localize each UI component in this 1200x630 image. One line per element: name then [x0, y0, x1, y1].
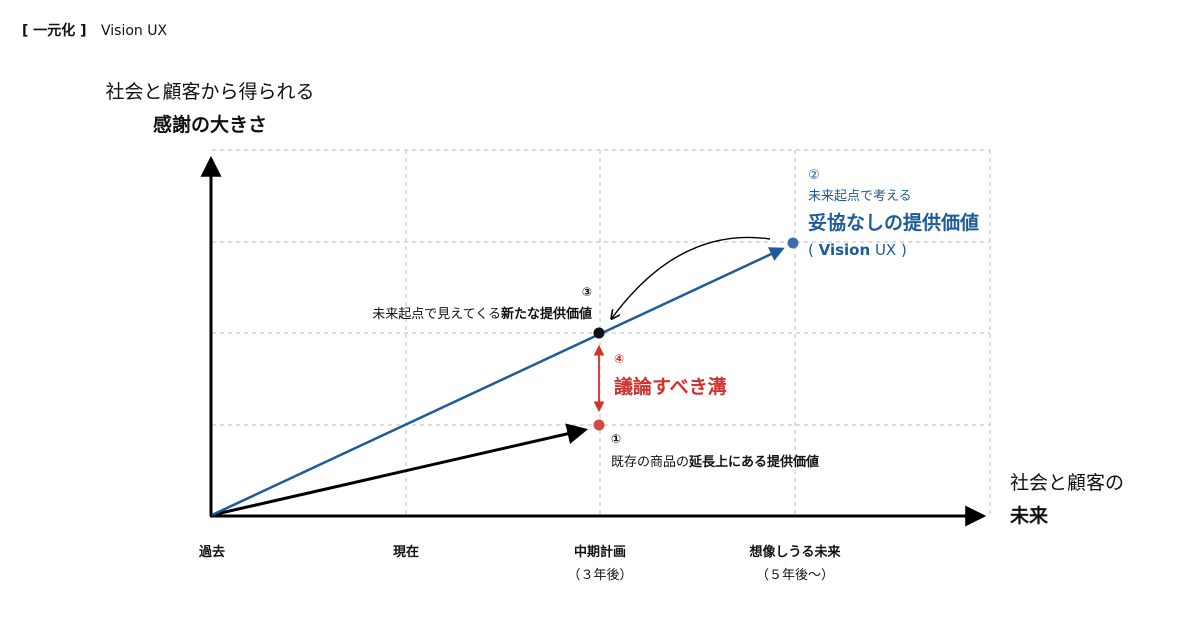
point-new-value [593, 327, 605, 339]
tick-future-label: 想像しうる未来 [749, 545, 841, 560]
tick-future-sub: （５年後〜） [755, 568, 835, 583]
annotation-vision-value: ② 未来起点で考える 妥協なしの提供価値 ( Vision UX ) [808, 168, 979, 259]
annotation-vision-sub: 未来起点で考える [808, 189, 912, 204]
existing-value-arrow [211, 423, 589, 517]
y-axis-title: 社会と顧客から得られる 感謝の大きさ [92, 77, 328, 137]
tick-midterm-label: 中期計画 [573, 545, 627, 560]
grid [212, 149, 991, 515]
annotation-existing-text: 既存の商品の延長上にある提供価値 [611, 451, 819, 470]
header-title: Vision UX [101, 23, 168, 39]
annotation-gap-heading: 議論すべき溝 [614, 376, 727, 398]
annotation-existing-number: ① [611, 432, 622, 446]
tick-present: 現在 [393, 541, 419, 560]
y-axis-title-line1: 社会と顧客から得られる [105, 81, 315, 103]
annotation-new-value-text: 未来起点で見えてくる新たな提供価値 [320, 303, 592, 322]
tick-future: 想像しうる未来 （５年後〜） [749, 541, 840, 583]
annotation-gap: ④ 議論すべき溝 [614, 352, 727, 399]
annotation-new-value: ③ 未来起点で見えてくる新たな提供価値 [320, 285, 592, 322]
annotation-gap-number: ④ [614, 352, 625, 366]
point-vision [787, 237, 799, 249]
annotation-vision-tail-open: ( [808, 241, 819, 259]
annotation-new-value-bold: 新たな提供価値 [500, 307, 592, 322]
vision-value-arrow [211, 247, 785, 517]
point-existing [593, 419, 605, 431]
annotation-vision-tail-bold: Vision [818, 241, 871, 259]
annotation-new-value-number: ③ [581, 285, 592, 299]
y-axis-title-line2: 感謝の大きさ [152, 114, 267, 136]
annotation-vision-tail: ( Vision UX ) [808, 241, 979, 259]
x-axis-title: 社会と顧客の 未来 [1010, 468, 1124, 528]
tick-past: 過去 [199, 541, 225, 560]
annotation-vision-heading: 妥協なしの提供価値 [808, 212, 980, 234]
annotation-existing-bold: 延長上にある提供価値 [689, 455, 820, 470]
x-axis-title-line1: 社会と顧客の [1010, 472, 1125, 494]
tick-midterm: 中期計画 （３年後） [567, 541, 632, 583]
annotation-vision-number: ② [808, 168, 820, 183]
backcast-curve-arrow [612, 236, 771, 318]
annotation-vision-tail-rest: UX ) [870, 241, 907, 259]
annotation-existing-plain: 既存の商品の [611, 455, 690, 470]
header-tag: [ 一元化 ] [22, 23, 87, 39]
tick-present-label: 現在 [392, 545, 420, 560]
x-axis-title-line2: 未来 [1010, 505, 1049, 527]
annotation-existing-value: ① 既存の商品の延長上にある提供価値 [611, 432, 819, 470]
header: [ 一元化 ] Vision UX [22, 20, 167, 40]
annotation-new-value-plain: 未来起点で見えてくる [372, 307, 501, 322]
tick-past-label: 過去 [198, 545, 226, 560]
tick-midterm-sub: （３年後） [567, 568, 633, 583]
